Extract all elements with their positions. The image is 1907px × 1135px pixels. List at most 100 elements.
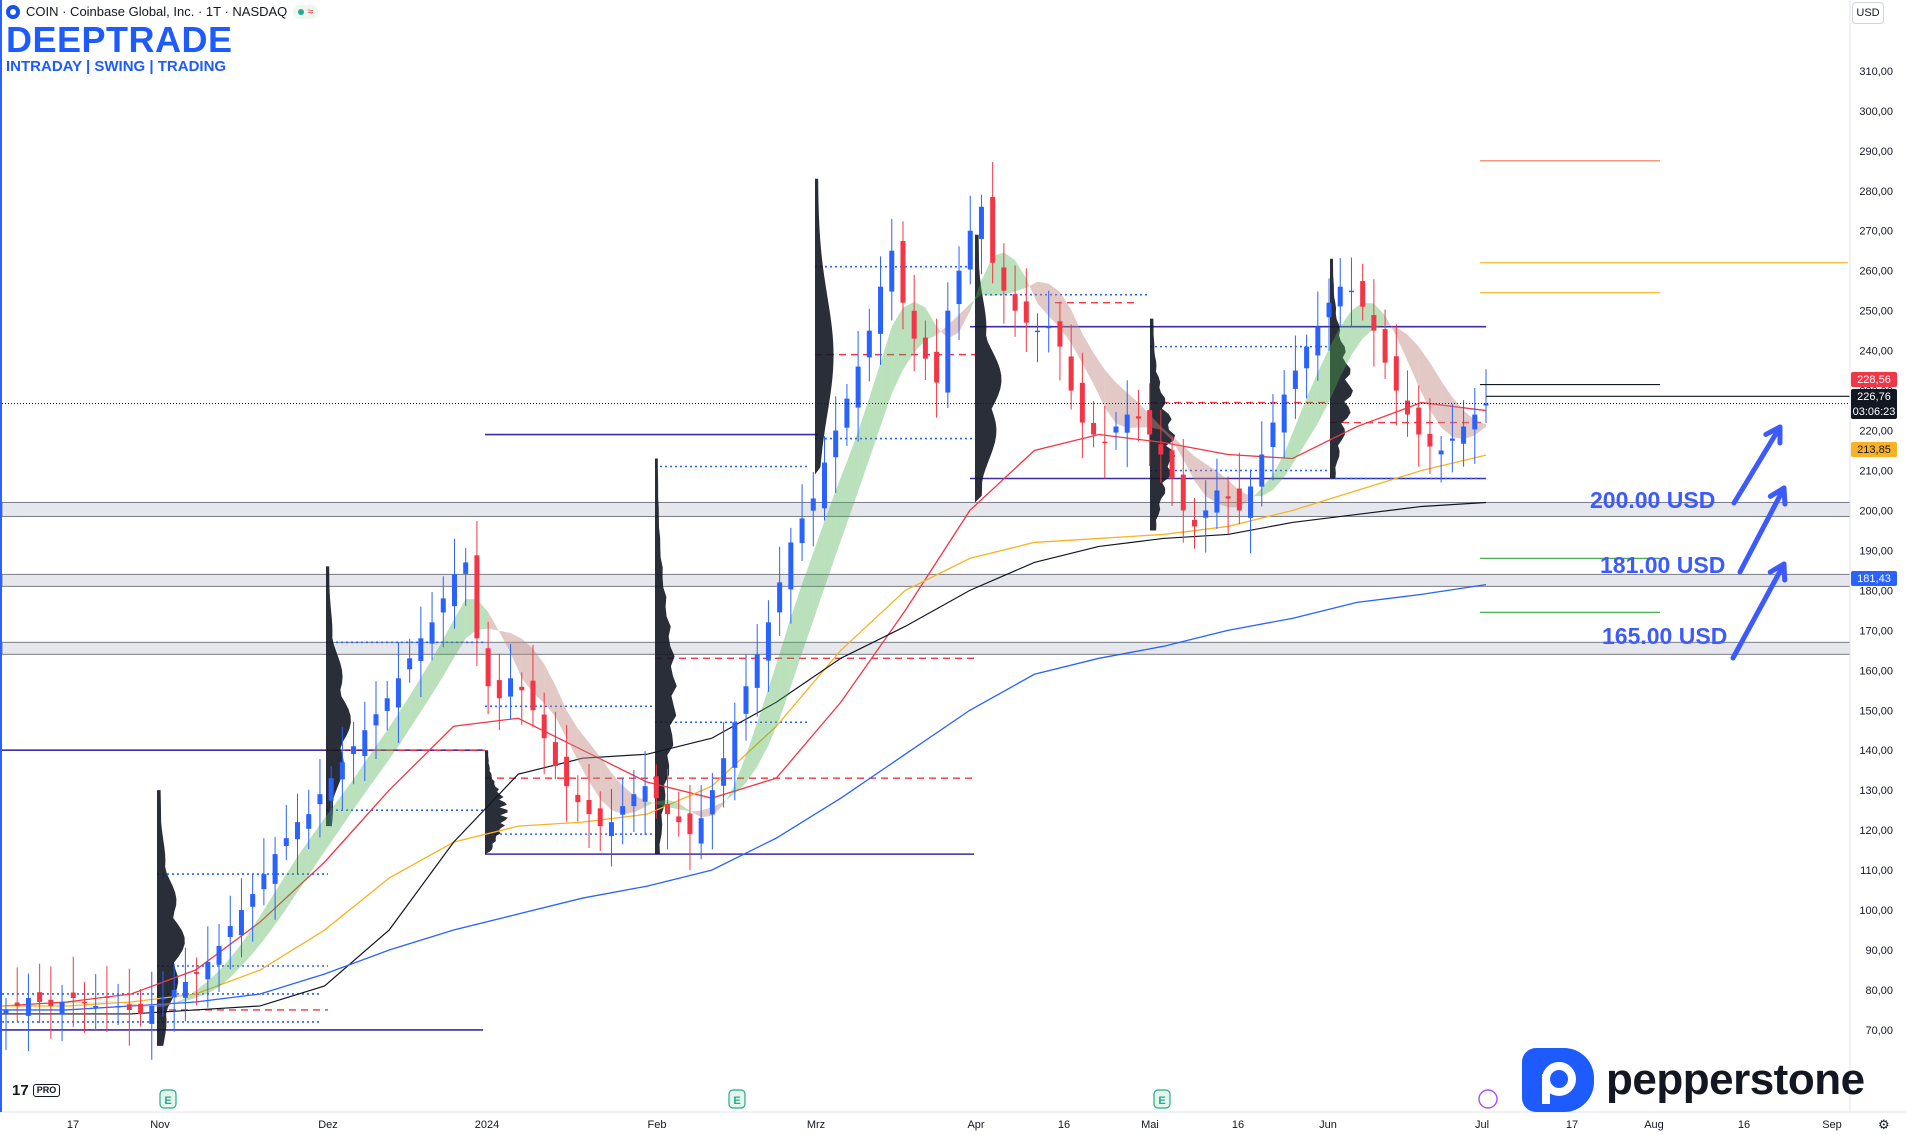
ema-cloud-segment-54: [600, 756, 612, 811]
candle-body-92: [1035, 330, 1041, 333]
symbol-header[interactable]: COIN · Coinbase Global, Inc. · 1T · NASD…: [6, 4, 319, 19]
candle-body-122: [1371, 315, 1377, 331]
candle-body-125: [1405, 400, 1411, 415]
time-tick-label: 16: [1058, 1119, 1070, 1131]
ema-cloud-segment-34: [376, 730, 388, 778]
candle-body-117: [1315, 326, 1321, 356]
candle-body-105: [1180, 474, 1186, 511]
ema-cloud-segment-49: [544, 664, 556, 717]
price-tick-label: 250,00: [1859, 306, 1893, 318]
pepperstone-watermark: pepperstone: [1522, 1048, 1865, 1112]
candle-body-132: [1483, 403, 1489, 406]
ema-cloud-segment-5: [50, 1002, 63, 1005]
ema-cloud-segment-106: [1183, 446, 1195, 481]
ema-cloud-segment-117: [1306, 372, 1318, 442]
ema-cloud-segment-43: [476, 599, 489, 630]
ema-cloud-segment-60: [667, 799, 679, 810]
ema-cloud-segment-57: [633, 795, 646, 813]
candle-body-109: [1225, 496, 1231, 499]
ema-cloud-segment-7: [73, 1001, 85, 1004]
candle-body-124: [1393, 356, 1399, 391]
ema-cloud-segment-17: [185, 989, 197, 1002]
candle-body-6: [70, 992, 76, 998]
ema-cloud-segment-101: [1127, 392, 1139, 429]
price-tick-label: 220,00: [1859, 426, 1893, 438]
earnings-marker-label-2: E: [1158, 1095, 1165, 1107]
ema-cloud-segment-75: [835, 461, 847, 556]
candle-body-10: [115, 1005, 121, 1008]
candle-body-71: [799, 518, 805, 544]
ema-cloud-segment-66: [734, 755, 746, 794]
ema-cloud-segment-108: [1205, 463, 1217, 504]
time-tick-label: Apr: [967, 1119, 984, 1131]
candle-body-80: [900, 240, 906, 303]
price-tick-label: 200,00: [1859, 505, 1893, 517]
brand-title: DEEPTRADE: [6, 19, 233, 60]
time-tick-label: 16: [1738, 1119, 1750, 1131]
ema-cloud-segment-87: [970, 280, 982, 311]
candle-body-94: [1057, 321, 1063, 347]
candle-body-96: [1079, 382, 1085, 423]
ema-cloud-segment-82: [914, 301, 926, 352]
candle-body-25: [283, 838, 289, 846]
ema-cloud-segment-100: [1116, 382, 1128, 429]
candle-body-55: [620, 806, 626, 815]
candle-body-115: [1292, 370, 1298, 389]
ema-cloud-segment-25: [275, 874, 287, 925]
price-tag-value-1: 226,76: [1857, 391, 1891, 403]
candle-body-116: [1304, 346, 1310, 369]
ema-cloud-segment-114: [1272, 453, 1285, 491]
candle-body-61: [687, 813, 693, 835]
tradingview-logo[interactable]: 17 PRO: [12, 1082, 61, 1099]
volume-profile-0: [157, 790, 185, 1046]
candle-body-41: [463, 562, 469, 574]
candle-body-53: [597, 808, 603, 827]
candle-body-8: [93, 1005, 99, 1008]
candle-body-39: [440, 598, 446, 613]
countdown-timer: 03:06:23: [1853, 406, 1896, 418]
candle-body-12: [138, 1003, 144, 1014]
ema-cloud-segment-37: [409, 677, 421, 729]
price-tick-label: 150,00: [1859, 705, 1893, 717]
ema-cloud-segment-31: [342, 778, 354, 826]
ema-cloud-segment-30: [331, 794, 343, 843]
ema-cloud-segment-88: [981, 256, 993, 297]
ema-cloud-segment-121: [1351, 302, 1363, 356]
ema-cloud-segment-3: [28, 1003, 40, 1005]
candle-body-86: [967, 230, 973, 270]
ema-cloud-segment-46: [510, 633, 522, 679]
candle-body-3: [37, 992, 43, 1002]
ema-cloud-segment-42: [465, 599, 477, 639]
candle-body-37: [418, 638, 424, 662]
price-tick-label: 290,00: [1859, 146, 1893, 158]
price-tag-value-0: 228,56: [1857, 374, 1891, 386]
candle-body-64: [721, 758, 727, 786]
candle-body-57: [642, 786, 648, 802]
candle-body-11: [126, 1004, 132, 1010]
ema-cloud-segment-125: [1396, 327, 1408, 362]
candle-body-20: [227, 926, 233, 938]
ema-cloud-segment-126: [1407, 334, 1419, 387]
ema-cloud-segment-13: [140, 1004, 152, 1007]
price-tick-label: 130,00: [1859, 785, 1893, 797]
ema-cloud-segment-14: [151, 1004, 163, 1007]
candle-body-74: [833, 430, 839, 458]
ema-cloud-segment-93: [1037, 281, 1049, 317]
price-tick-label: 100,00: [1859, 905, 1893, 917]
candle-body-85: [956, 270, 962, 305]
gear-icon[interactable]: ⚙: [1878, 1118, 1890, 1133]
ema-cloud-segment-83: [925, 307, 937, 341]
currency-button[interactable]: USD: [1852, 2, 1884, 24]
market-status-pill[interactable]: ≈: [293, 4, 319, 19]
candle-body-22: [250, 894, 256, 907]
candle-body-120: [1348, 290, 1354, 293]
candle-body-9: [104, 996, 110, 998]
time-tick-label: 2024: [475, 1119, 499, 1131]
ema-cloud-segment-36: [398, 695, 410, 747]
ema-cloud-segment-38: [420, 659, 433, 712]
ema-cloud-segment-68: [757, 688, 769, 767]
support-zone-2: [1, 641, 1851, 655]
ema-cloud-segment-16: [174, 997, 186, 1004]
candle-body-56: [631, 794, 637, 807]
